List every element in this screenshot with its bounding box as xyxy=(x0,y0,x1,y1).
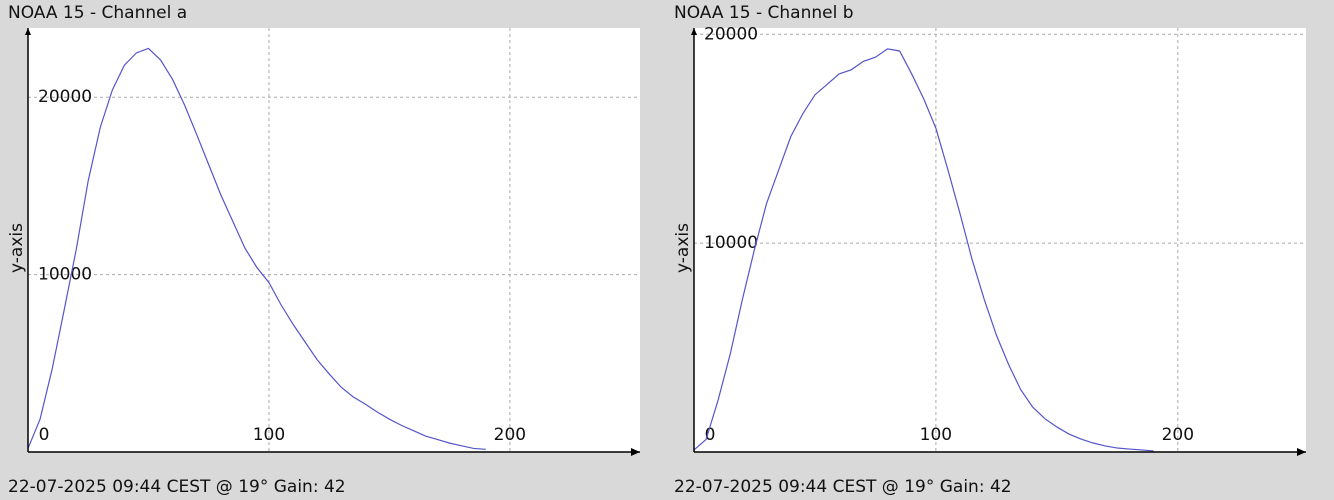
y-tick-label: 20000 xyxy=(704,24,758,44)
chart-title: NOAA 15 - Channel b xyxy=(674,3,854,23)
x-axis-arrow xyxy=(1297,448,1306,456)
x-axis-arrow xyxy=(631,448,640,456)
x-tick-label: 0 xyxy=(705,425,716,445)
plot-area xyxy=(28,28,640,452)
chart-title: NOAA 15 - Channel a xyxy=(8,3,187,23)
y-tick-label: 10000 xyxy=(38,265,92,285)
y-tick-label: 10000 xyxy=(704,233,758,253)
y-axis-arrow xyxy=(25,28,31,35)
x-tick-label: 100 xyxy=(920,425,952,445)
plot-area xyxy=(694,28,1306,452)
x-tick-label: 100 xyxy=(253,425,285,445)
y-tick-label: 20000 xyxy=(38,87,92,107)
footer-note: 22-07-2025 09:44 CEST @ 19° Gain: 42 xyxy=(8,477,346,497)
data-line xyxy=(693,48,1154,452)
x-tick-label: 0 xyxy=(39,425,50,445)
y-axis-arrow xyxy=(691,28,697,35)
footer-note: 22-07-2025 09:44 CEST @ 19° Gain: 42 xyxy=(674,477,1012,497)
y-axis-label: y-axis xyxy=(673,223,693,273)
x-tick-label: 200 xyxy=(1162,425,1194,445)
data-line xyxy=(27,47,486,450)
x-tick-label: 200 xyxy=(494,425,526,445)
y-axis-label: y-axis xyxy=(7,223,27,273)
